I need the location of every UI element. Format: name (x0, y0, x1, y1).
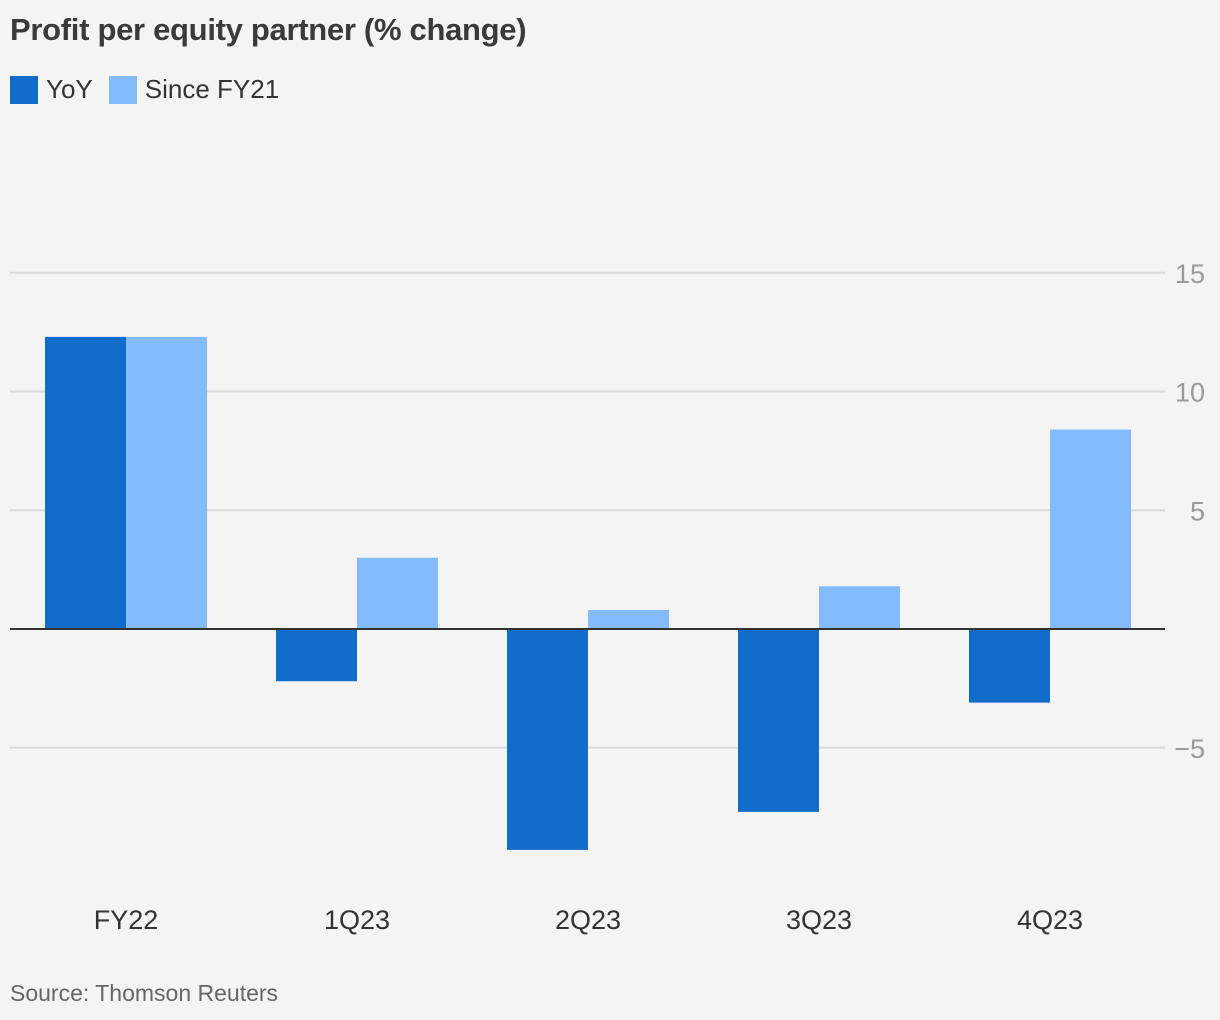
legend-swatch-yoy (10, 75, 38, 104)
legend-swatch-since-fy21 (108, 75, 137, 104)
source-note: Source: Thomson Reuters (10, 980, 279, 1006)
x-tick-label-3q23: 3Q23 (786, 905, 852, 935)
y-tick-label: 5 (1190, 496, 1205, 526)
legend-item-yoy: YoY (10, 74, 93, 105)
x-axis-ticks: FY22 1Q23 2Q23 3Q23 4Q23 (94, 905, 1083, 935)
bar-yoy-1q23 (276, 629, 357, 682)
legend-label-yoy: YoY (46, 74, 93, 104)
x-tick-label-fy22: FY22 (94, 905, 159, 935)
bar-since-fy21-1q23 (357, 557, 438, 629)
bar-yoy-4q23 (969, 629, 1050, 703)
y-tick-label: 10 (1175, 378, 1205, 408)
y-axis-ticks: 15 10 5 −5 (1174, 259, 1205, 764)
bar-since-fy21-4q23 (1050, 429, 1131, 629)
bar-since-fy21-2q23 (588, 610, 669, 629)
legend-label-since-fy21: Since FY21 (144, 74, 280, 104)
legend-item-since-fy21: Since FY21 (108, 74, 280, 105)
y-tick-label: −5 (1174, 734, 1205, 764)
x-tick-label-4q23: 4Q23 (1017, 905, 1083, 935)
bars (45, 336, 1131, 850)
bar-yoy-3q23 (738, 629, 819, 812)
bar-since-fy21-fy22 (126, 336, 207, 629)
chart-title: Profit per equity partner (% change) (10, 12, 527, 47)
y-tick-label: 15 (1175, 259, 1205, 289)
x-tick-label-1q23: 1Q23 (324, 905, 390, 935)
bar-since-fy21-3q23 (819, 586, 900, 629)
bar-yoy-fy22 (45, 336, 126, 629)
bar-yoy-2q23 (507, 629, 588, 850)
x-tick-label-2q23: 2Q23 (555, 905, 621, 935)
bar-chart: 15 10 5 −5 FY22 1Q23 2Q23 3Q23 4Q23 (10, 259, 1205, 935)
chart-legend: YoY Since FY21 (10, 74, 295, 105)
